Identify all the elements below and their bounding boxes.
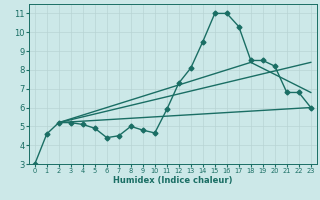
X-axis label: Humidex (Indice chaleur): Humidex (Indice chaleur) (113, 176, 233, 185)
